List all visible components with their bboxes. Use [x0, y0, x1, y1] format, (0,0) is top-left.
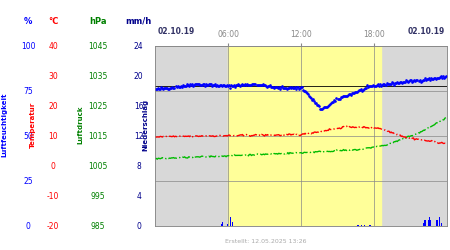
Text: 50: 50 — [23, 132, 33, 141]
Bar — [364, 225, 365, 226]
Text: Temperatur: Temperatur — [29, 102, 36, 148]
Text: Luftfeuchtigkeit: Luftfeuchtigkeit — [1, 93, 8, 157]
Text: 10: 10 — [48, 132, 58, 141]
Text: 0: 0 — [51, 162, 55, 171]
Bar — [220, 224, 221, 226]
Text: 100: 100 — [21, 42, 36, 51]
Bar — [439, 217, 440, 226]
Bar — [358, 225, 359, 226]
Text: -20: -20 — [47, 222, 59, 231]
Text: -10: -10 — [47, 192, 59, 201]
Bar — [227, 224, 228, 226]
Bar — [441, 223, 442, 226]
Bar — [425, 220, 426, 226]
Text: 995: 995 — [91, 192, 105, 201]
Bar — [429, 217, 430, 226]
Bar — [436, 220, 437, 226]
Text: 1025: 1025 — [89, 102, 108, 111]
Bar — [357, 225, 358, 226]
Bar — [428, 220, 429, 226]
Bar — [361, 225, 362, 226]
Text: 20: 20 — [48, 102, 58, 111]
Text: 8: 8 — [136, 162, 141, 171]
Text: 30: 30 — [48, 72, 58, 81]
Bar — [230, 217, 231, 226]
Text: 1015: 1015 — [89, 132, 108, 141]
Text: mm/h: mm/h — [126, 17, 152, 26]
Text: 40: 40 — [48, 42, 58, 51]
Bar — [228, 46, 381, 226]
Text: 1045: 1045 — [88, 42, 108, 51]
Bar — [369, 225, 370, 226]
Bar — [370, 225, 371, 226]
Text: 24: 24 — [134, 42, 144, 51]
Text: 985: 985 — [91, 222, 105, 231]
Text: 0: 0 — [26, 222, 31, 231]
Text: Erstellt: 12.05.2025 13:26: Erstellt: 12.05.2025 13:26 — [225, 239, 307, 244]
Text: Niederschlag: Niederschlag — [142, 99, 148, 151]
Text: 12: 12 — [134, 132, 144, 141]
Bar — [232, 222, 233, 226]
Bar — [423, 223, 424, 226]
Bar — [430, 220, 431, 226]
Text: °C: °C — [48, 17, 58, 26]
Text: 02.10.19: 02.10.19 — [407, 27, 445, 36]
Text: hPa: hPa — [90, 17, 107, 26]
Text: Luftdruck: Luftdruck — [77, 106, 83, 144]
Bar — [221, 222, 223, 226]
Text: 16: 16 — [134, 102, 144, 111]
Text: 0: 0 — [136, 222, 141, 231]
Text: 1035: 1035 — [88, 72, 108, 81]
Bar — [437, 220, 438, 226]
Text: 02.10.19: 02.10.19 — [158, 27, 195, 36]
Text: 20: 20 — [134, 72, 144, 81]
Text: 1005: 1005 — [88, 162, 108, 171]
Text: 25: 25 — [23, 177, 33, 186]
Text: 75: 75 — [23, 87, 33, 96]
Text: %: % — [24, 17, 32, 26]
Text: 4: 4 — [136, 192, 141, 201]
Bar — [424, 220, 425, 226]
